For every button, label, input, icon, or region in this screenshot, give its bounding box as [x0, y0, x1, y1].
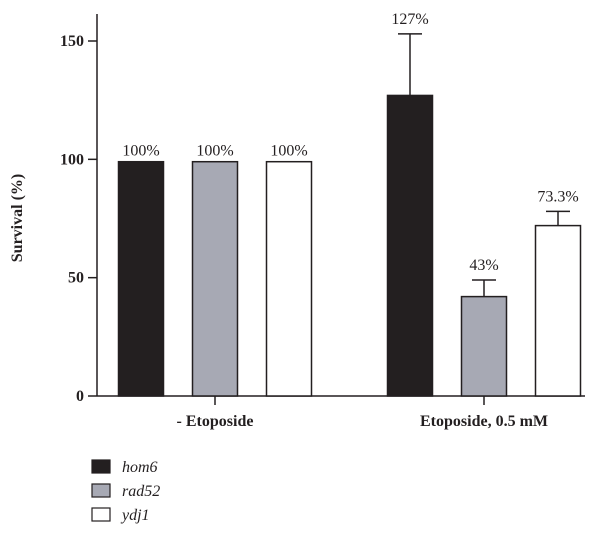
data-label-rad52: 100% [196, 143, 233, 160]
legend-swatch-ydj1 [91, 507, 111, 522]
x-category-label: Etoposide, 0.5 mM [420, 413, 548, 430]
bar-hom6 [386, 94, 434, 397]
data-label-rad52: 43% [469, 257, 498, 274]
bar-ydj1 [534, 224, 582, 397]
bar-rad52 [191, 160, 239, 397]
y-tick-label: 100 [60, 151, 84, 168]
legend-swatch-rad52 [91, 483, 111, 498]
legend-swatch-hom6 [91, 459, 111, 474]
data-label-hom6: 127% [391, 11, 428, 28]
y-tick-label: 0 [76, 388, 84, 405]
data-label-ydj1: 73.3% [537, 188, 578, 205]
legend-label-rad52: rad52 [122, 483, 160, 500]
legend-label-ydj1: ydj1 [120, 507, 150, 524]
y-tick-label: 50 [68, 270, 84, 287]
legend-label-hom6: hom6 [122, 459, 158, 476]
y-tick-label: 150 [60, 33, 84, 50]
data-label-ydj1: 100% [270, 143, 307, 160]
bar-ydj1 [265, 160, 313, 397]
bar-rad52 [460, 295, 508, 397]
x-category-label: - Etoposide [177, 413, 254, 430]
y-axis-label: Survival (%) [9, 174, 26, 262]
data-label-hom6: 100% [122, 143, 159, 160]
bar-hom6 [117, 160, 165, 397]
